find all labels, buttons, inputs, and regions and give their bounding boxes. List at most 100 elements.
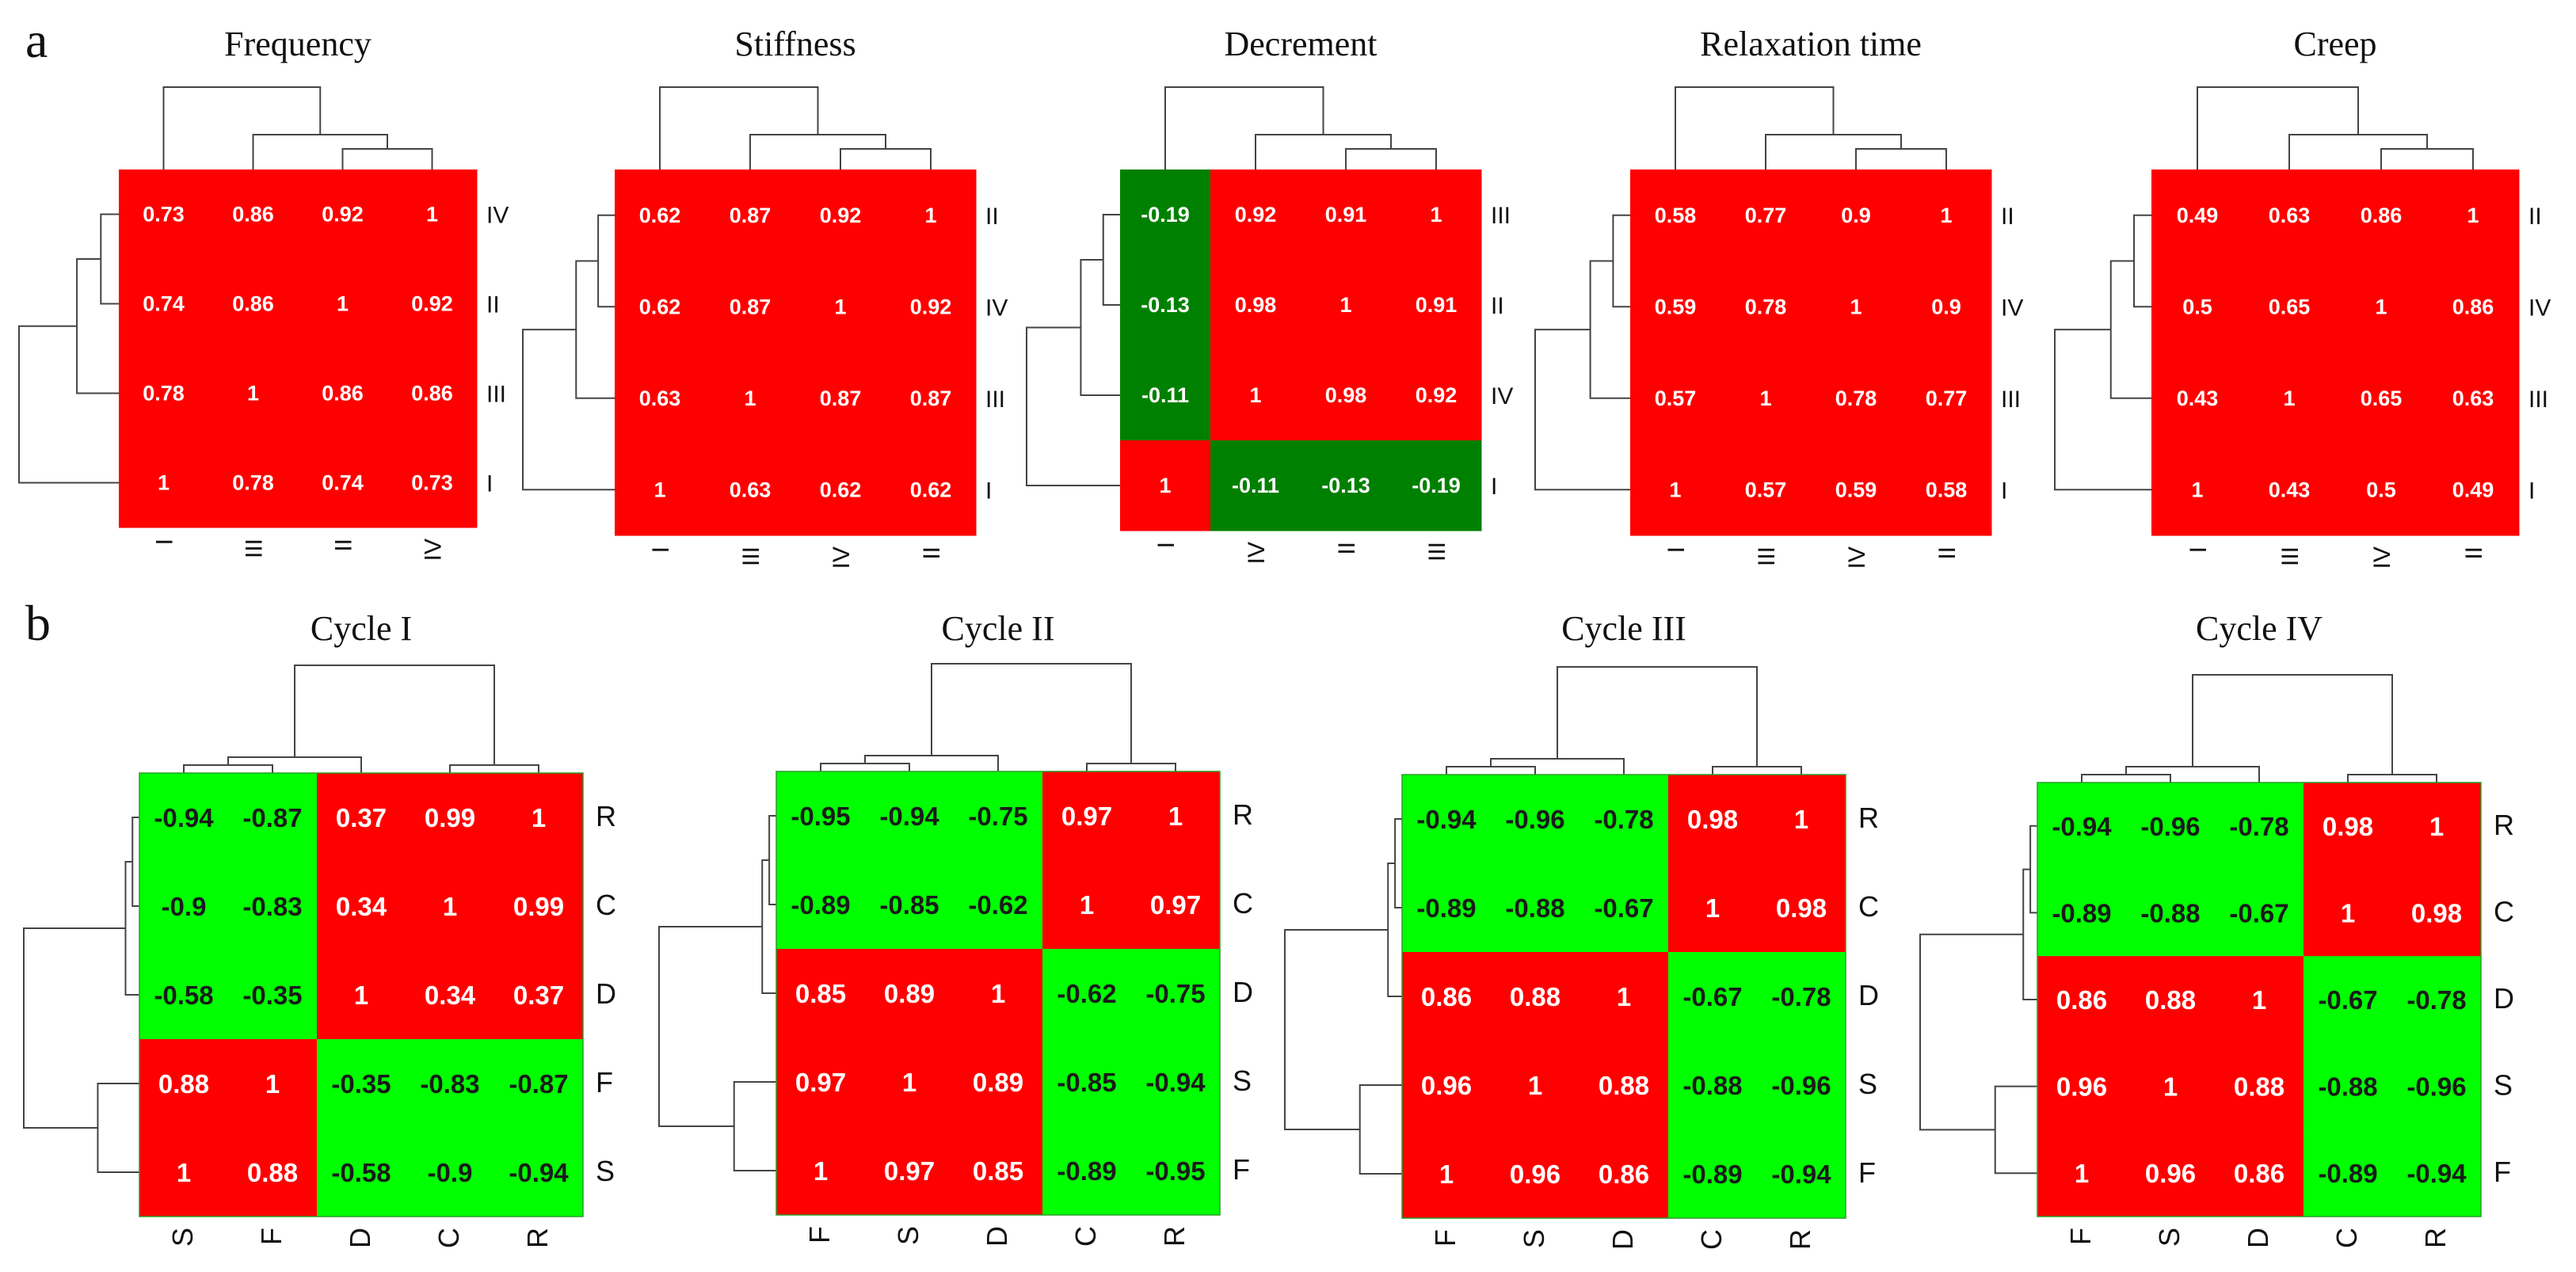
cell-value-label: 0.87 <box>820 387 862 410</box>
cell-value-label: 0.77 <box>1926 387 1968 410</box>
heatmap-cell <box>1668 1129 1758 1219</box>
heatmap-cell <box>2215 1042 2304 1130</box>
row-label: S <box>1858 1068 1877 1100</box>
heatmap-cell <box>2126 1129 2216 1217</box>
row-label: R <box>1858 802 1879 834</box>
heatmap-cell <box>317 950 406 1040</box>
cell-value-label: 0.96 <box>2056 1072 2107 1102</box>
heatmap-cell <box>387 348 478 439</box>
cell-value-label: 0.62 <box>820 478 862 501</box>
column-label: D <box>2242 1228 2274 1248</box>
cell-value-label: -0.94 <box>2052 812 2112 841</box>
heatmap-3: Decrement -0.19 0.92 0.91 1 -0.13 0.98 1 0.91 -0.… <box>1026 25 1513 564</box>
heatmap-cell <box>2304 956 2393 1044</box>
heatmap-title: Frequency <box>224 25 372 63</box>
column-label: R <box>521 1228 554 1248</box>
column-label: S <box>1518 1229 1550 1248</box>
row-label: D <box>596 977 616 1010</box>
cell-value-label: 0.77 <box>1745 204 1787 227</box>
cell-value-label: 0.78 <box>232 471 274 495</box>
column-label: R <box>1784 1229 1816 1250</box>
heatmap-cell <box>865 949 955 1038</box>
cell-value-label: -0.95 <box>791 802 850 831</box>
cell-value-label: 1 <box>2163 1072 2178 1102</box>
row-label: C <box>1233 887 1253 920</box>
row-dendrogram <box>522 214 615 491</box>
heatmap-border <box>775 771 1221 1216</box>
heatmap-cell <box>1721 352 1812 444</box>
cell-value-label: 1 <box>443 892 457 921</box>
column-label: IV <box>2369 547 2395 569</box>
column-label: C <box>2330 1228 2363 1248</box>
cell-value-label: 0.98 <box>2323 812 2373 841</box>
column-dendrogram <box>1446 666 1802 775</box>
cell-value-label: 0.98 <box>1687 805 1738 834</box>
cell-value-label: -0.58 <box>154 981 213 1010</box>
heatmap-cell <box>317 1128 406 1217</box>
heatmap-title: Decrement <box>1225 25 1378 63</box>
heatmap-cell <box>1402 863 1492 953</box>
heatmap-cell <box>2151 352 2244 444</box>
heatmap-cell <box>228 862 318 951</box>
cell-value-label: -0.67 <box>2229 898 2288 927</box>
column-label: D <box>981 1226 1013 1247</box>
cell-value-label: -0.94 <box>879 802 939 831</box>
cell-value-label: 1 <box>1705 893 1720 923</box>
column-dendrogram <box>2081 674 2437 783</box>
cell-value-label: -0.94 <box>1416 805 1477 834</box>
heatmap-cell <box>954 771 1043 861</box>
cell-value-label: 0.74 <box>143 292 185 316</box>
cell-value-label: 1 <box>902 1068 916 1097</box>
heatmap-cell <box>139 1128 229 1217</box>
cell-value-label: 0.73 <box>143 203 185 227</box>
column-dendrogram <box>659 86 932 169</box>
heatmap-7: Cycle II -0.95 -0.94 -0.75 0.97 1 -0.89 -0.85 -0… <box>658 609 1253 1247</box>
column-label: F <box>1429 1229 1461 1247</box>
column-label: III <box>1424 542 1450 562</box>
heatmap-cell <box>1580 775 1669 864</box>
heatmap-border <box>1401 774 1846 1219</box>
column-label: C <box>1695 1229 1728 1250</box>
heatmap-cell <box>865 860 955 950</box>
heatmap-title: Cycle II <box>942 609 1055 648</box>
heatmap-cell <box>1402 1129 1492 1219</box>
cell-value-label: 0.86 <box>2452 295 2494 318</box>
column-label: D <box>1606 1229 1639 1250</box>
heatmap-cell <box>776 1038 866 1127</box>
row-label: I <box>985 478 992 504</box>
cell-value-label: 0.87 <box>730 204 772 227</box>
cell-value-label: 0.99 <box>425 803 475 832</box>
heatmap-cell <box>494 1039 584 1129</box>
row-label: I <box>2001 478 2007 504</box>
heatmap-cell <box>1668 775 1758 864</box>
cell-value-label: 0.5 <box>2366 478 2396 501</box>
heatmap-cell <box>1402 775 1492 864</box>
cell-value-label: 0.86 <box>2361 204 2403 227</box>
cell-value-label: 0.98 <box>2411 898 2462 927</box>
panel-label-a: a <box>25 12 48 68</box>
cell-value-label: -0.89 <box>791 890 850 920</box>
cell-value-label: -0.13 <box>1141 293 1190 317</box>
heatmap-cell <box>1391 440 1482 531</box>
heatmap-cell <box>317 862 406 951</box>
heatmap-cell <box>1811 261 1902 353</box>
column-label: S <box>166 1228 199 1247</box>
cell-value-label: 0.88 <box>158 1069 209 1099</box>
row-label: D <box>2494 982 2514 1015</box>
column-label: R <box>2419 1228 2452 1248</box>
heatmap-cell <box>1120 169 1211 261</box>
row-label: C <box>2494 895 2514 927</box>
cell-value-label: 1 <box>991 979 1005 1008</box>
heatmap-1: Frequency 0.73 0.86 0.92 1 0.74 0.86 1 0.92 0.78 1… <box>18 25 509 561</box>
heatmap-cell <box>2215 783 2304 870</box>
cell-value-label: 0.87 <box>730 295 772 318</box>
heatmap-cell <box>1131 949 1221 1038</box>
heatmap-cell <box>119 169 209 260</box>
cell-value-label: 0.96 <box>2145 1159 2196 1188</box>
row-dendrogram <box>1919 825 2037 1175</box>
heatmap-cell <box>705 261 796 353</box>
heatmap-cell <box>2427 261 2520 353</box>
cell-value-label: 0.62 <box>639 204 681 227</box>
heatmap-cell <box>1042 771 1132 861</box>
